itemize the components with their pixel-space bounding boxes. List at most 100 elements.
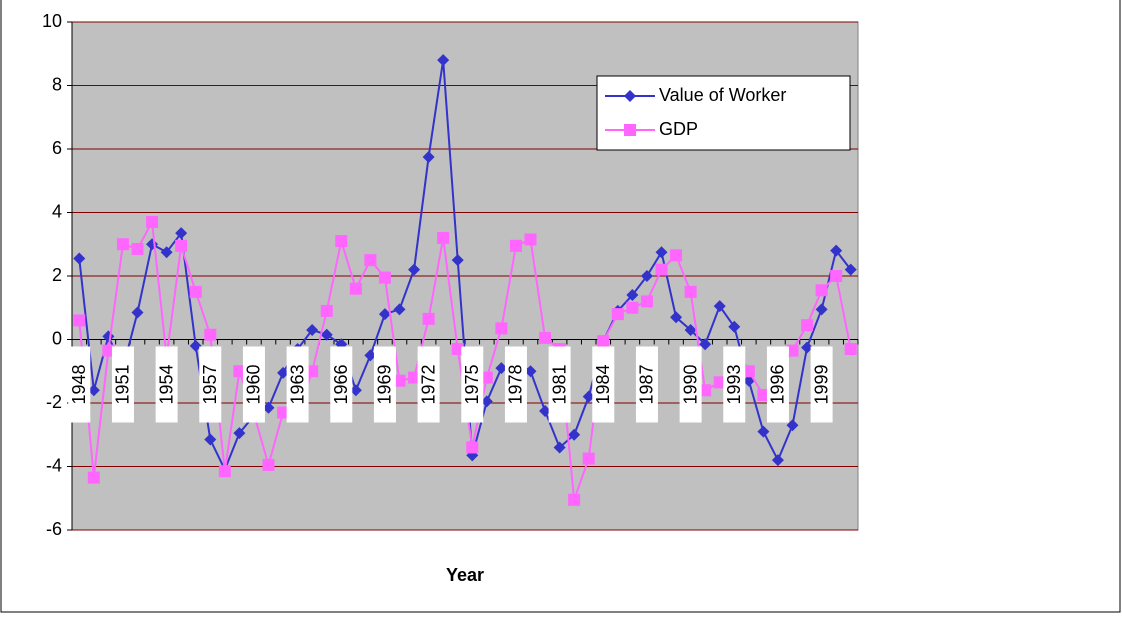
- data-point: [640, 270, 653, 282]
- x-tick-label-group: 1957: [199, 346, 222, 423]
- x-tick-label-group: 1990: [679, 346, 702, 423]
- data-point: [175, 239, 188, 252]
- data-point: [175, 227, 188, 240]
- x-tick-label-bg: [373, 346, 396, 423]
- data-point: [640, 295, 653, 308]
- x-tick-label-group: 1969: [373, 346, 396, 423]
- data-point: [524, 233, 537, 246]
- x-tick-label-bg: [679, 346, 702, 423]
- data-point: [699, 338, 712, 351]
- data-point: [87, 384, 100, 397]
- y-tick-label: 0: [52, 328, 62, 348]
- data-point: [378, 271, 391, 284]
- x-tick-label-bg: [242, 346, 265, 423]
- data-point: [670, 249, 683, 262]
- data-point: [437, 231, 450, 244]
- x-tick-label: 1951: [113, 364, 133, 404]
- x-tick-label-group: 1954: [155, 346, 178, 423]
- data-point: [553, 441, 566, 454]
- data-point: [655, 263, 668, 276]
- x-tick-label-group: 1999: [810, 346, 833, 423]
- data-point: [568, 493, 581, 506]
- data-point: [655, 246, 668, 259]
- data-point: [713, 300, 726, 313]
- data-point: [204, 433, 217, 446]
- x-tick-label: 1984: [593, 364, 613, 404]
- data-point: [728, 320, 741, 333]
- x-tick-label-group: 1975: [461, 346, 484, 423]
- x-tick-label: 1948: [69, 364, 89, 404]
- x-tick-label-group: 1948: [68, 346, 91, 423]
- data-point: [801, 341, 814, 354]
- data-point: [422, 150, 435, 163]
- data-point: [277, 406, 290, 419]
- data-point: [844, 263, 857, 276]
- x-tick-label-bg: [199, 346, 222, 423]
- y-tick-label: -4: [46, 455, 62, 475]
- data-point: [684, 323, 697, 336]
- data-point: [393, 303, 406, 316]
- data-point: [757, 389, 770, 402]
- x-tick-label-group: 1984: [592, 346, 615, 423]
- x-tick-label-group: 1987: [635, 346, 658, 423]
- x-tick-label-bg: [592, 346, 615, 423]
- x-tick-label-bg: [766, 346, 789, 423]
- data-point: [73, 314, 86, 327]
- x-tick-label: 1960: [244, 364, 264, 404]
- data-point: [306, 323, 319, 336]
- y-tick-label: -2: [46, 392, 62, 412]
- data-point: [713, 376, 726, 389]
- x-tick-label: 1969: [375, 364, 395, 404]
- data-point: [364, 254, 377, 267]
- data-point: [480, 395, 493, 408]
- data-point: [277, 366, 290, 379]
- x-tick-label-group: 1963: [286, 346, 309, 423]
- data-point: [102, 344, 115, 357]
- x-tick-label: 1972: [418, 364, 438, 404]
- data-point: [393, 374, 406, 387]
- x-tick-label: 1996: [768, 364, 788, 404]
- data-point: [408, 263, 421, 276]
- data-point: [349, 384, 362, 397]
- data-point: [466, 441, 479, 454]
- x-tick-label-bg: [286, 346, 309, 423]
- data-point: [233, 365, 246, 378]
- data-point: [262, 458, 275, 471]
- data-point: [582, 390, 595, 403]
- x-tick-label: 1963: [287, 364, 307, 404]
- y-tick-label: 2: [52, 265, 62, 285]
- x-tick-label-group: 1960: [242, 346, 265, 423]
- x-tick-label-bg: [68, 346, 91, 423]
- x-tick-label: 1993: [724, 364, 744, 404]
- data-point: [626, 301, 639, 314]
- data-point: [684, 285, 697, 298]
- data-point: [451, 343, 464, 356]
- data-point: [786, 419, 799, 432]
- data-point: [408, 371, 421, 384]
- x-tick-label-group: 1978: [504, 346, 527, 423]
- data-point: [189, 339, 202, 352]
- data-point: [335, 235, 348, 248]
- x-tick-label-group: 1966: [330, 346, 353, 423]
- data-point: [815, 284, 828, 297]
- x-tick-label-bg: [111, 346, 134, 423]
- x-tick-label-bg: [461, 346, 484, 423]
- data-point: [495, 322, 508, 335]
- data-point: [597, 335, 610, 348]
- data-point: [830, 270, 843, 282]
- y-tick-label: -6: [46, 519, 62, 539]
- data-point: [233, 427, 246, 440]
- data-point: [539, 404, 552, 417]
- data-point: [320, 304, 333, 317]
- legend-marker: [624, 90, 636, 102]
- x-tick-label-bg: [810, 346, 833, 423]
- data-point: [626, 289, 639, 302]
- data-point: [262, 401, 275, 414]
- data-point: [844, 343, 857, 356]
- data-point: [218, 465, 231, 478]
- data-point: [131, 306, 144, 319]
- x-tick-label: 1957: [200, 364, 220, 404]
- y-tick-label: 6: [52, 138, 62, 158]
- data-point: [509, 239, 522, 252]
